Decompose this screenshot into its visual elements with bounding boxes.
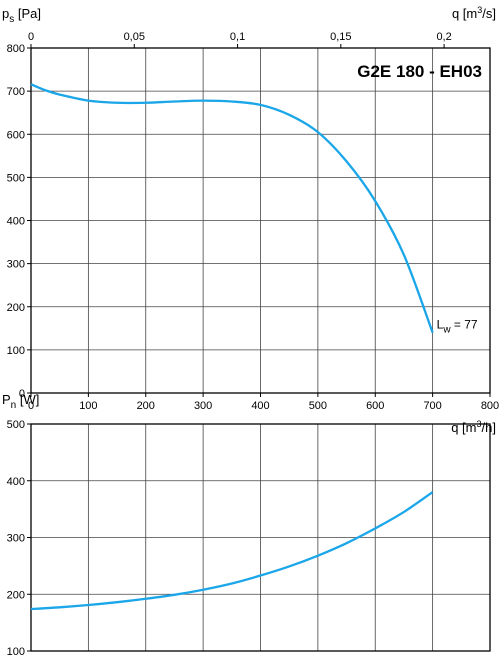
x-bottom-axis-label: q [m3/h] <box>451 419 496 435</box>
x-top-tick-label: 0 <box>28 31 34 43</box>
y-tick-label: 100 <box>7 646 25 658</box>
y-tick-label: 200 <box>7 302 25 314</box>
x-tick-label: 500 <box>309 400 327 412</box>
y-axis-label-sub: n <box>11 400 17 411</box>
y-tick-label: 400 <box>7 476 25 488</box>
x-top-tick-label: 0,15 <box>330 31 351 43</box>
sound-power-annotation-sub: w <box>442 324 451 335</box>
y-tick-label: 200 <box>7 589 25 601</box>
y-tick-label: 400 <box>7 216 25 228</box>
x-tick-label: 100 <box>79 400 97 412</box>
y-tick-label: 700 <box>7 86 25 98</box>
sound-power-annotation-tail: = 77 <box>451 317 478 331</box>
y-axis-label-sub: s <box>9 14 14 25</box>
x-tick-label: 700 <box>423 400 441 412</box>
y-axis-label: ps [Pa] <box>2 6 41 25</box>
plot-frame <box>30 423 491 652</box>
sound-power-annotation: Lw = 77 <box>437 317 478 335</box>
pressure-curve <box>30 83 434 334</box>
y-axis-label: Pn [W] <box>2 392 39 411</box>
y-tick-label: 800 <box>7 43 25 55</box>
x-top-axis-label-tail: /s] <box>482 6 496 21</box>
power-chart: 100 200 300 400 500 Pn [W] <box>2 392 491 658</box>
y-axis-label-main: P <box>2 392 11 407</box>
x-tick-label: 0 <box>28 400 34 412</box>
sound-power-annotation-main: L <box>437 317 444 331</box>
x-top-axis-label: q [m3/s] <box>452 5 496 21</box>
y-tick-label: 500 <box>7 172 25 184</box>
x-top-axis-label-sup: 3 <box>477 5 482 15</box>
x-tick-label: 800 <box>481 400 499 412</box>
x-top-axis-label-main: q [m <box>452 6 477 21</box>
x-top-tick-label: 0,1 <box>230 31 245 43</box>
x-top-tick-label: 0,05 <box>124 31 145 43</box>
x-tick-label: 400 <box>251 400 269 412</box>
x-bottom-axis-label-tail: /h] <box>482 420 496 435</box>
y-tick-label: 300 <box>7 533 25 545</box>
x-tick-label: 200 <box>137 400 155 412</box>
plot-frame <box>30 47 491 394</box>
y-axis-label-unit: [Pa] <box>14 6 41 21</box>
y-tick-label: 500 <box>7 419 25 431</box>
chart-title: G2E 180 - EH03 <box>357 62 482 81</box>
y-tick-label: 300 <box>7 259 25 271</box>
y-tick-label: 600 <box>7 129 25 141</box>
x-tick-label: 600 <box>366 400 384 412</box>
power-curve <box>30 491 434 611</box>
x-top-tick-label: 0,2 <box>436 31 451 43</box>
y-tick-label: 100 <box>7 345 25 357</box>
x-bottom-axis-label-main: q [m <box>451 420 476 435</box>
y-axis-label-main: p <box>2 6 9 21</box>
y-axis-label-unit: [W] <box>16 392 39 407</box>
x-tick-label: 300 <box>194 400 212 412</box>
y-tick-label: 0 <box>19 388 25 400</box>
